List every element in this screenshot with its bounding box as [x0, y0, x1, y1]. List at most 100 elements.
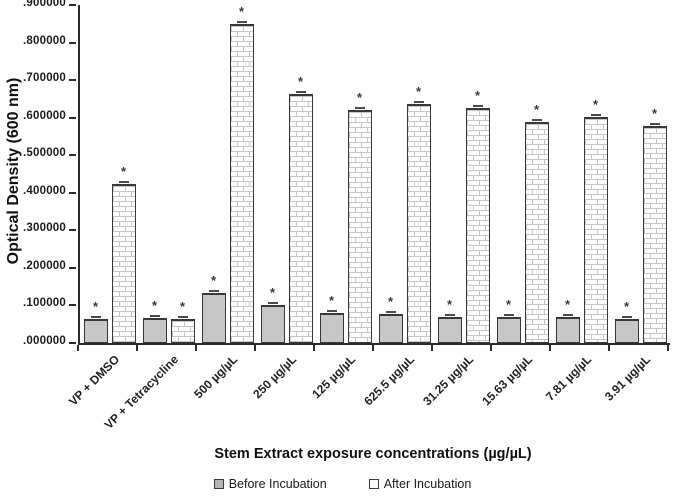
- y-tick-label: .400000: [23, 184, 66, 197]
- legend-swatch-brick-icon: [368, 479, 379, 489]
- bar-after-incubation: [642, 126, 667, 343]
- bar-before-incubation: [142, 318, 167, 343]
- bar-group: * *: [375, 5, 434, 343]
- error-bar-cap: [208, 290, 219, 292]
- error-bar-cap: [444, 314, 455, 316]
- significance-asterisk: *: [564, 297, 571, 312]
- bar-group: * *: [493, 5, 552, 343]
- significance-asterisk: *: [651, 106, 658, 121]
- significance-asterisk: *: [151, 298, 158, 313]
- error-bar-cap: [90, 316, 101, 318]
- error-bar-cap: [295, 91, 306, 93]
- significance-asterisk: *: [297, 74, 304, 89]
- x-axis-tick: [608, 345, 610, 351]
- bar-group: * *: [198, 5, 257, 343]
- significance-asterisk: *: [210, 273, 217, 288]
- significance-asterisk: *: [505, 297, 512, 312]
- significance-asterisk: *: [623, 299, 630, 314]
- bar-after-incubation: [406, 104, 431, 343]
- bar-group: * *: [552, 5, 611, 343]
- error-bar-cap: [149, 315, 160, 317]
- bar-before-incubation: [496, 317, 521, 343]
- y-tick-label: .000000: [23, 335, 66, 347]
- bar-before-incubation: [437, 317, 462, 343]
- bar-group: * *: [257, 5, 316, 343]
- legend: Before Incubation After Incubation: [0, 477, 685, 491]
- significance-asterisk: *: [474, 88, 481, 103]
- legend-label-after: After Incubation: [383, 477, 472, 491]
- error-bar-cap: [267, 302, 278, 304]
- bar-after-incubation: [524, 122, 549, 343]
- error-bar-cap: [177, 316, 188, 318]
- error-bar-cap: [531, 119, 542, 121]
- y-tick-label: .200000: [23, 259, 66, 272]
- significance-asterisk: *: [120, 164, 127, 179]
- x-axis-tick: [667, 345, 669, 351]
- significance-asterisk: *: [269, 285, 276, 300]
- significance-asterisk: *: [446, 297, 453, 312]
- y-axis-tick: [69, 4, 76, 6]
- error-bar-cap: [621, 316, 632, 318]
- x-axis-tick: [77, 345, 79, 351]
- legend-item-after-incubation: After Incubation: [368, 477, 472, 491]
- y-axis-tick: [69, 266, 76, 269]
- error-bar-cap: [118, 181, 129, 183]
- y-tick-label: .900000: [23, 0, 66, 9]
- y-axis-tick: [69, 41, 76, 44]
- bar-group: * *: [316, 5, 375, 343]
- bar-before-incubation: [555, 317, 580, 343]
- significance-asterisk: *: [92, 299, 99, 314]
- significance-asterisk: *: [238, 4, 245, 19]
- significance-asterisk: *: [387, 294, 394, 309]
- bar-after-incubation: [111, 184, 136, 343]
- error-bar-cap: [562, 314, 573, 316]
- y-tick-label: .700000: [23, 72, 66, 85]
- x-axis-title: Stem Extract exposure concentrations (µg…: [214, 446, 532, 462]
- y-axis-tick: [69, 191, 76, 194]
- y-axis-title: Optical Density (600 nm): [5, 77, 22, 265]
- x-axis-tick: [195, 345, 197, 351]
- error-bar-cap: [503, 314, 514, 316]
- y-tick-label: .500000: [23, 147, 66, 160]
- plot-area: * * * * * * * * * * * * * * * * * * * *: [78, 5, 670, 345]
- x-axis-tick: [549, 345, 551, 351]
- significance-asterisk: *: [592, 97, 599, 112]
- bar-after-incubation: [583, 117, 608, 343]
- y-tick-label: .300000: [23, 222, 66, 235]
- legend-item-before-incubation: Before Incubation: [213, 477, 327, 491]
- error-bar-cap: [354, 107, 365, 109]
- x-axis-tick: [431, 345, 433, 351]
- x-axis-tick: [313, 345, 315, 351]
- error-bar-cap: [413, 101, 424, 103]
- error-bar-cap: [326, 310, 337, 312]
- x-axis-tick: [136, 345, 138, 351]
- y-tick-label: .600000: [23, 109, 66, 122]
- bar-before-incubation: [378, 314, 403, 343]
- bar-after-incubation: [347, 110, 372, 343]
- significance-asterisk: *: [415, 84, 422, 99]
- error-bar-cap: [590, 114, 601, 116]
- bar-before-incubation: [319, 313, 344, 343]
- bar-group: * *: [139, 5, 198, 343]
- y-tick-label: .800000: [23, 34, 66, 47]
- bar-before-incubation: [260, 305, 285, 343]
- y-axis-tick: [69, 79, 76, 82]
- y-axis-tick: [69, 229, 76, 232]
- error-bar-cap: [472, 105, 483, 107]
- significance-asterisk: *: [356, 90, 363, 105]
- y-axis-tick: [69, 116, 76, 119]
- x-axis-tick: [254, 345, 256, 351]
- y-axis-tick: [69, 342, 76, 344]
- error-bar-cap: [236, 21, 247, 23]
- significance-asterisk: *: [328, 293, 335, 308]
- y-axis-tick: [69, 154, 76, 157]
- bar-before-incubation: [614, 319, 639, 343]
- legend-swatch-gray-icon: [213, 479, 224, 489]
- bar-after-incubation: [288, 94, 313, 343]
- significance-asterisk: *: [179, 299, 186, 314]
- y-axis-tick: [69, 304, 76, 307]
- x-axis-tick: [372, 345, 374, 351]
- y-tick-label: .100000: [23, 297, 66, 310]
- legend-label-before: Before Incubation: [228, 477, 327, 491]
